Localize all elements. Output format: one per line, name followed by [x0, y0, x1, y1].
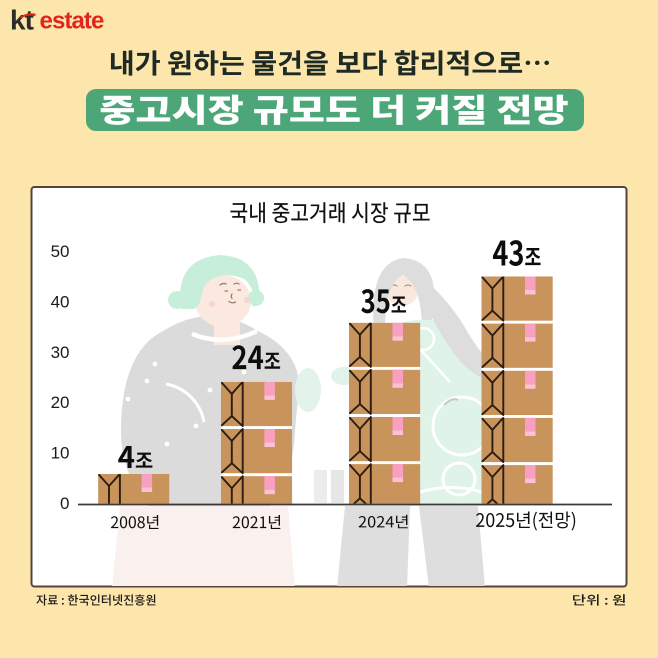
- svg-text:10: 10: [51, 444, 70, 463]
- svg-text:50: 50: [51, 242, 70, 261]
- svg-text:40: 40: [51, 293, 70, 312]
- svg-text:30: 30: [51, 343, 70, 362]
- svg-text:estate: estate: [40, 8, 105, 35]
- svg-text:kt: kt: [10, 5, 34, 36]
- svg-text:20: 20: [51, 393, 70, 412]
- svg-text:0: 0: [60, 494, 69, 513]
